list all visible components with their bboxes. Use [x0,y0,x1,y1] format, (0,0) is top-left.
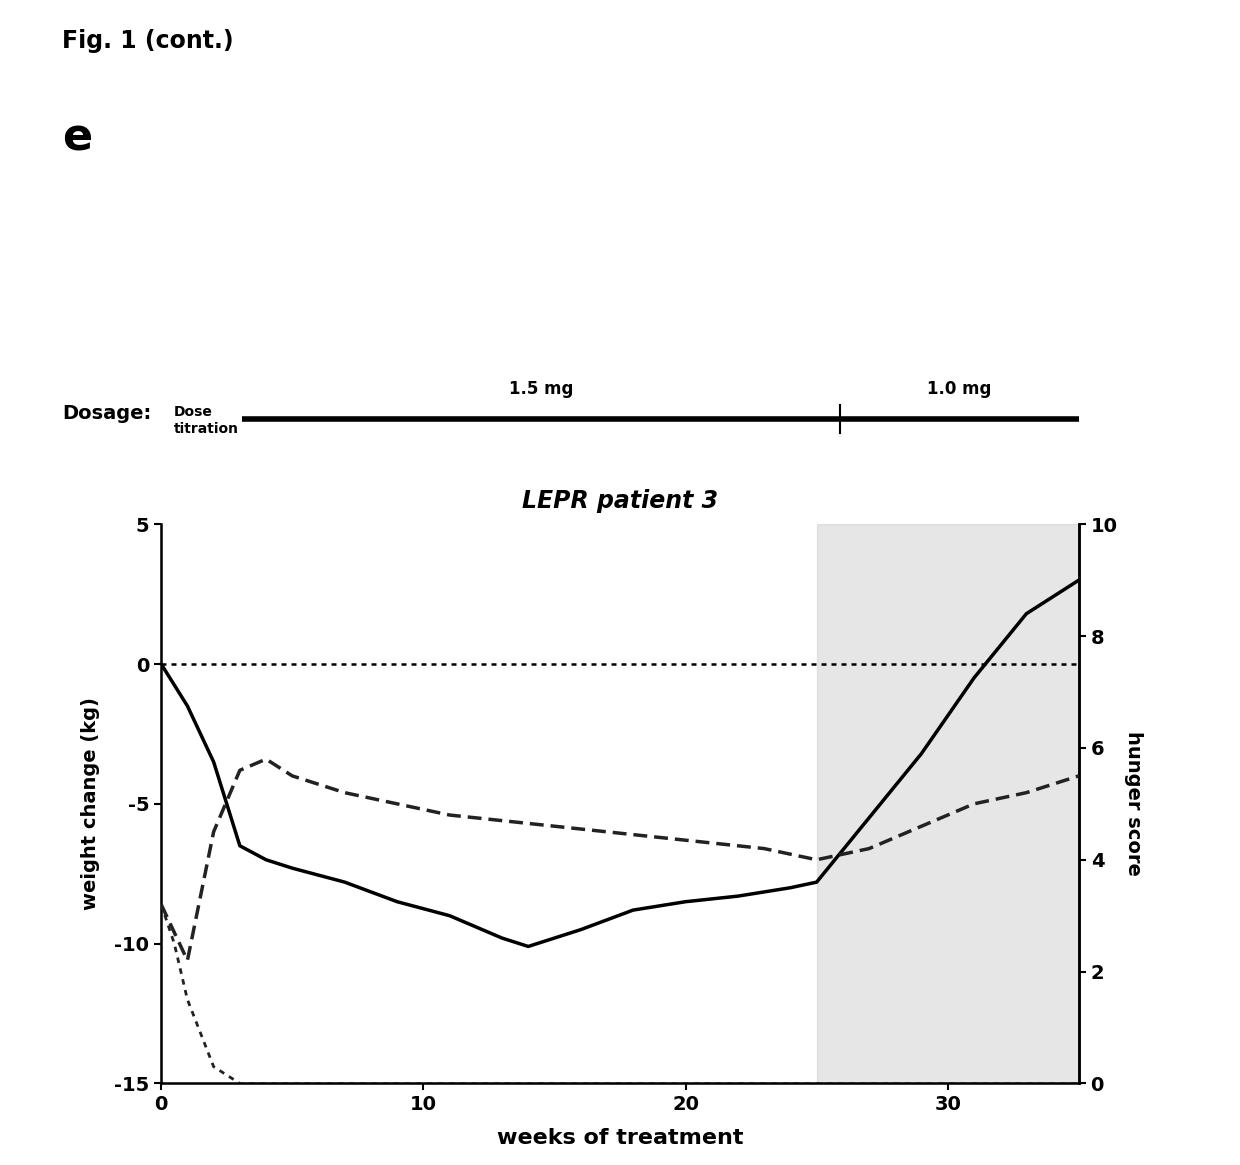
Bar [817,524,1079,1083]
Text: Dosage:: Dosage: [62,404,151,423]
Text: e: e [62,116,92,160]
X-axis label: weeks of treatment: weeks of treatment [497,1128,743,1149]
Text: 1.5 mg: 1.5 mg [508,381,573,398]
Text: Dose
titration: Dose titration [174,405,238,436]
Y-axis label: hunger score: hunger score [1123,732,1142,876]
Text: LEPR patient 3: LEPR patient 3 [522,488,718,513]
Text: 1.0 mg: 1.0 mg [928,381,992,398]
Text: Fig. 1 (cont.): Fig. 1 (cont.) [62,29,233,54]
Y-axis label: weight change (kg): weight change (kg) [82,698,100,910]
